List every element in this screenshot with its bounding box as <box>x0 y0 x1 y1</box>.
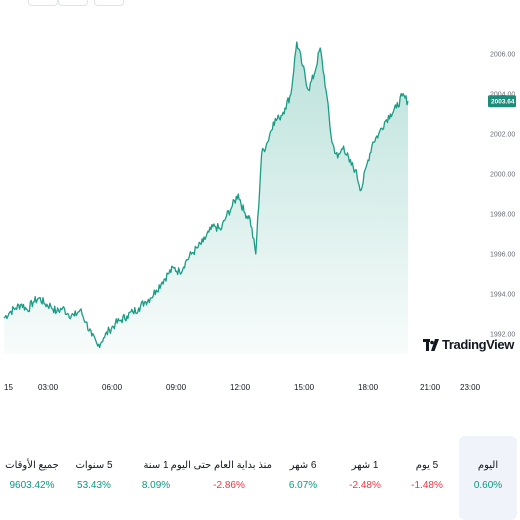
x-tick-label: 06:00 <box>102 383 123 392</box>
period-value: 53.43% <box>77 480 111 491</box>
x-tick-label: 21:00 <box>420 383 441 392</box>
y-tick-label: 1992.00 <box>490 332 515 339</box>
y-tick-label: 1998.00 <box>490 212 515 219</box>
period-label: اليوم <box>477 460 499 471</box>
price-line <box>3 41 409 349</box>
toolbar-button[interactable] <box>28 0 58 6</box>
period-ytd[interactable]: منذ بداية العام حتى اليوم -2.86% <box>170 436 272 520</box>
y-tick-label: 1994.00 <box>490 292 515 299</box>
toolbar-button[interactable] <box>94 0 124 6</box>
x-tick-label: 03:00 <box>38 383 59 392</box>
chart-canvas: 2006.00 2004.00 2002.00 2000.00 1998.00 1996.… <box>3 41 516 392</box>
toolbar-button[interactable] <box>58 0 88 6</box>
last-price-tag <box>488 95 516 108</box>
tradingview-logo[interactable]: TradingView <box>423 337 514 352</box>
top-toolbar-strip <box>0 0 520 12</box>
tradingview-logo-icon <box>423 338 439 352</box>
period-label: 1 شهر <box>351 460 379 471</box>
price-chart[interactable]: 2006.00 2004.00 2002.00 2000.00 1998.00 1996.… <box>0 14 520 406</box>
tradingview-logo-text: TradingView <box>442 337 514 352</box>
period-value: -2.86% <box>213 480 245 491</box>
period-today[interactable]: اليوم 0.60% <box>459 436 517 520</box>
x-tick-label: 09:00 <box>166 383 187 392</box>
period-label: 5 يوم <box>415 460 439 471</box>
x-tick-label: 15:00 <box>294 383 315 392</box>
period-all-time[interactable]: جميع الأوقات 9603.42% <box>2 436 62 520</box>
period-1-month[interactable]: 1 شهر -2.48% <box>336 436 394 520</box>
y-tick-label: 2000.00 <box>490 172 515 179</box>
x-tick-label: 15 <box>4 383 13 392</box>
y-tick-label: 2002.00 <box>490 132 515 139</box>
period-label: منذ بداية العام حتى اليوم <box>170 460 272 471</box>
period-value: 0.60% <box>473 480 503 491</box>
y-tick-label: 2006.00 <box>490 52 515 59</box>
last-price-label: 2003.64 <box>491 99 515 106</box>
period-value: -1.48% <box>411 480 443 491</box>
x-tick-label: 23:00 <box>460 383 481 392</box>
period-value: 8.09% <box>141 480 171 491</box>
period-6-months[interactable]: 6 شهر 6.07% <box>274 436 332 520</box>
period-5-days[interactable]: 5 يوم -1.48% <box>398 436 456 520</box>
period-value: 6.07% <box>288 480 318 491</box>
period-label: 1 سنة <box>143 460 169 471</box>
price-area-fill <box>4 42 408 354</box>
performance-periods: اليوم 0.60% 5 يوم -1.48% 1 شهر -2.48% 6 … <box>0 436 520 520</box>
x-tick-label: 12:00 <box>230 383 251 392</box>
period-1-year[interactable]: 1 سنة 8.09% <box>128 436 184 520</box>
period-value: -2.48% <box>349 480 381 491</box>
period-value: 9603.42% <box>9 480 55 491</box>
y-tick-label: 2004.00 <box>490 92 515 99</box>
period-label: 5 سنوات <box>75 460 113 471</box>
period-label: 6 شهر <box>289 460 317 471</box>
period-label: جميع الأوقات <box>5 460 59 471</box>
period-5-years[interactable]: 5 سنوات 53.43% <box>64 436 124 520</box>
x-tick-label: 18:00 <box>358 383 379 392</box>
y-tick-label: 1996.00 <box>490 252 515 259</box>
